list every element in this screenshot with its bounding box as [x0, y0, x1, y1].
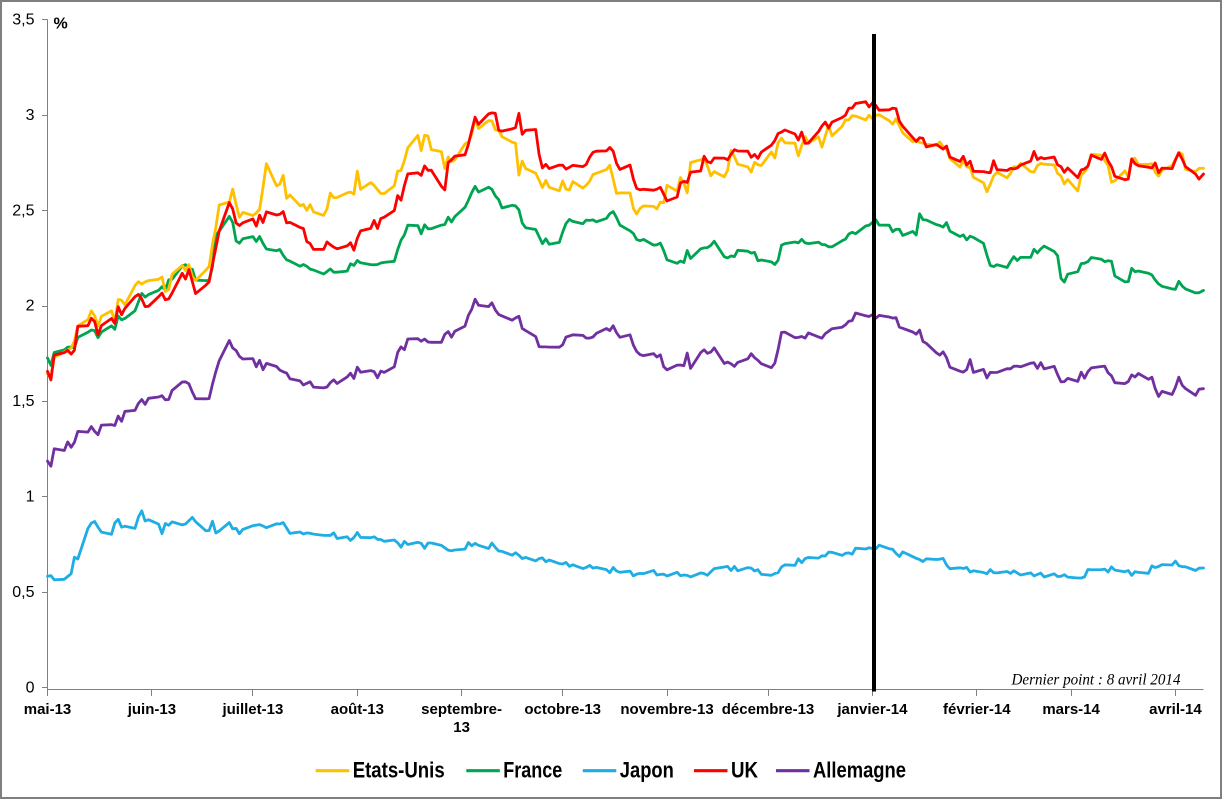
- svg-text:3: 3: [26, 107, 35, 124]
- svg-text:avril-14: avril-14: [1149, 701, 1202, 718]
- svg-text:Allemagne: Allemagne: [813, 757, 906, 782]
- svg-text:janvier-14: janvier-14: [836, 701, 908, 718]
- svg-text:Dernier point : 8 avril 2014: Dernier point : 8 avril 2014: [1011, 672, 1181, 689]
- svg-text:juin-13: juin-13: [127, 701, 176, 718]
- svg-text:%: %: [54, 16, 68, 33]
- svg-text:3,5: 3,5: [12, 12, 34, 29]
- svg-text:2: 2: [26, 298, 35, 315]
- svg-text:septembre-: septembre-: [421, 701, 502, 718]
- svg-text:0,5: 0,5: [12, 584, 34, 601]
- svg-text:France: France: [503, 757, 562, 782]
- svg-text:UK: UK: [731, 757, 758, 782]
- svg-text:13: 13: [453, 719, 470, 736]
- svg-text:1: 1: [26, 489, 35, 506]
- svg-text:0: 0: [26, 679, 35, 696]
- svg-text:octobre-13: octobre-13: [524, 701, 601, 718]
- svg-text:Japon: Japon: [620, 757, 674, 782]
- svg-text:mars-14: mars-14: [1042, 701, 1100, 718]
- svg-text:2,5: 2,5: [12, 202, 34, 219]
- svg-text:février-14: février-14: [943, 701, 1011, 718]
- svg-text:novembre-13: novembre-13: [620, 701, 713, 718]
- svg-text:Etats-Unis: Etats-Unis: [353, 757, 445, 782]
- svg-text:août-13: août-13: [331, 701, 384, 718]
- svg-text:1,5: 1,5: [12, 393, 34, 410]
- svg-text:mai-13: mai-13: [24, 701, 72, 718]
- svg-text:juillet-13: juillet-13: [221, 701, 283, 718]
- svg-text:décembre-13: décembre-13: [722, 701, 815, 718]
